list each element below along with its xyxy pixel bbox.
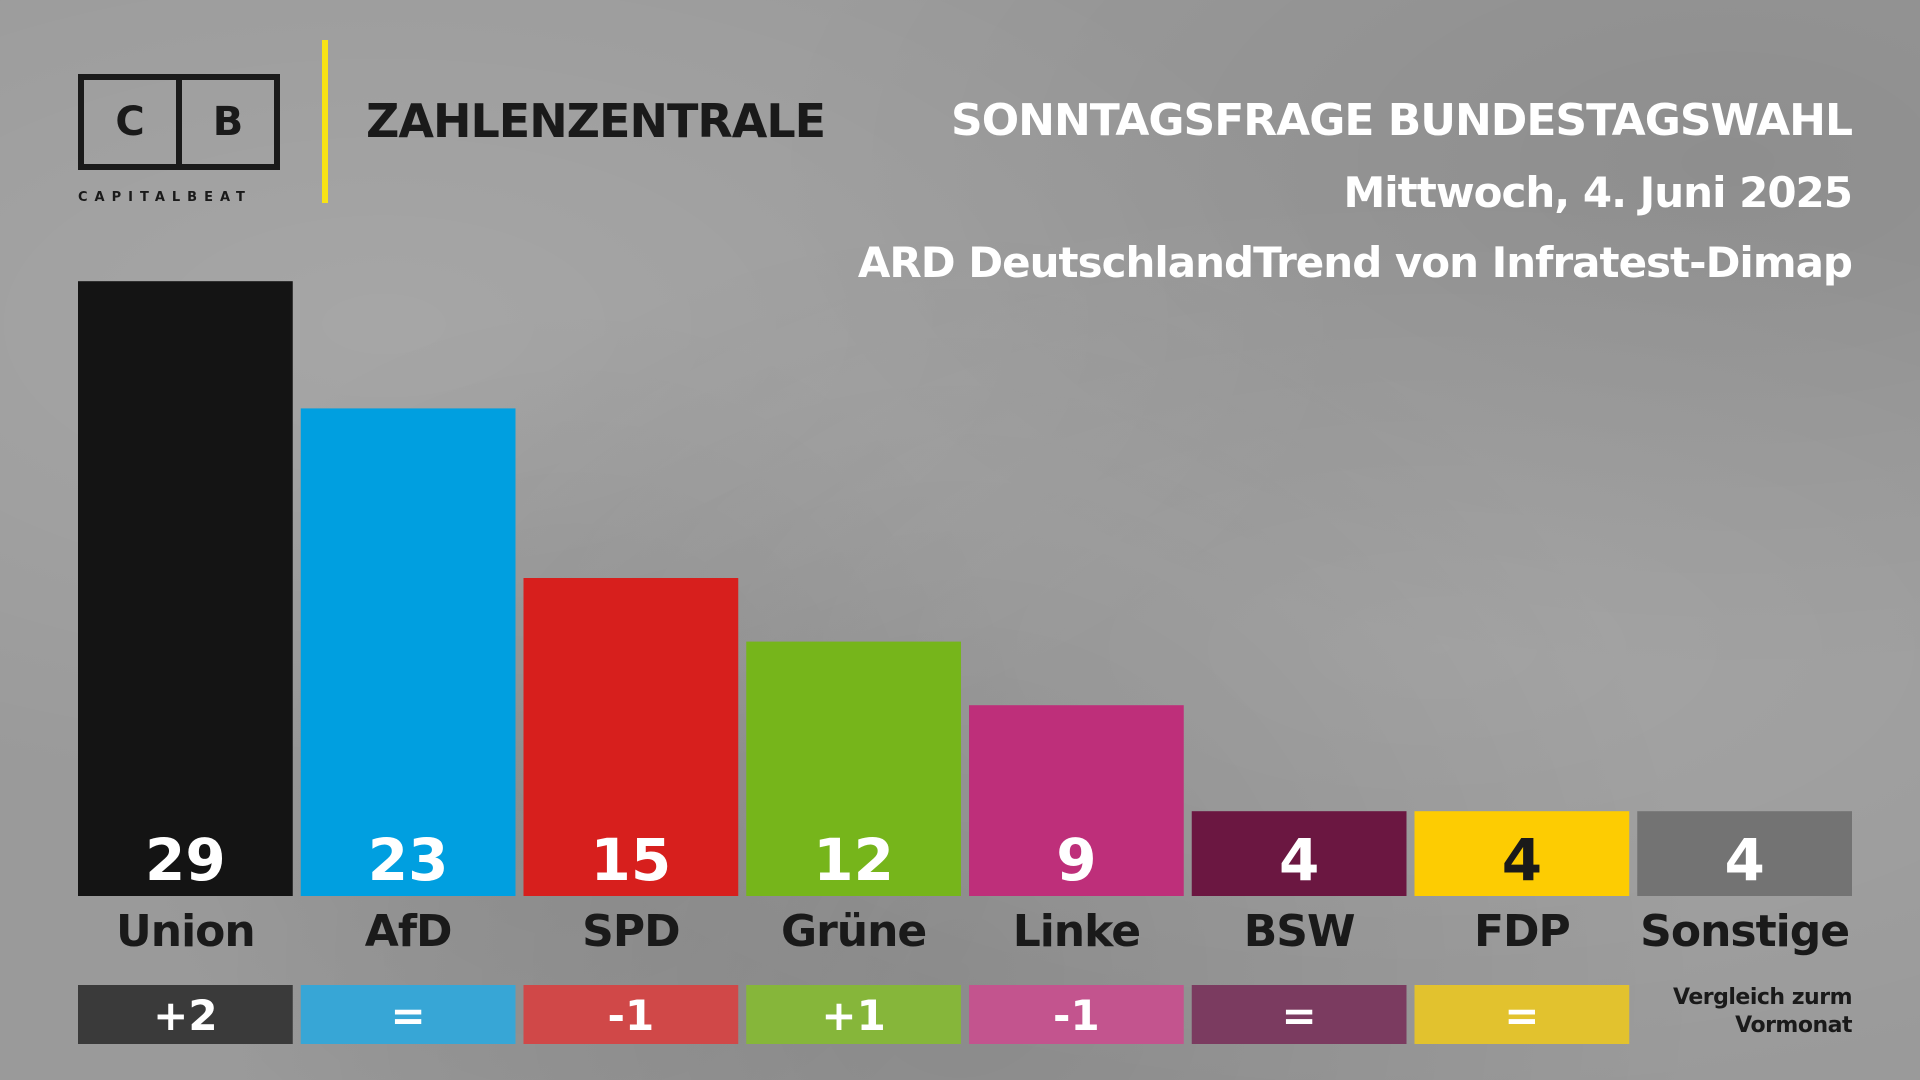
category-label-bsw: BSW	[1244, 906, 1355, 957]
value-label-linke: 9	[1056, 826, 1096, 894]
bar-bsw	[1191, 811, 1407, 896]
chart-source: ARD DeutschlandTrend von Infratest-Dimap	[857, 238, 1853, 287]
bar-spd	[523, 578, 739, 896]
category-label-fdp: FDP	[1474, 906, 1570, 957]
chart-date: Mittwoch, 4. Juni 2025	[1343, 168, 1853, 217]
change-note: Vergleich zurm Vormonat	[1673, 984, 1852, 1040]
value-label-union: 29	[145, 826, 226, 894]
change-label-afd: =	[391, 991, 426, 1040]
change-label-union: +2	[153, 991, 217, 1040]
change-note-line-2: Vormonat	[1735, 1013, 1852, 1038]
logo-letter-c: C	[115, 99, 145, 145]
bar-union	[78, 281, 293, 896]
change-note-line-1: Vergleich zurm	[1673, 985, 1852, 1010]
bar-afd	[300, 408, 516, 896]
bar-fdp	[1414, 811, 1630, 896]
category-label-spd: SPD	[582, 906, 679, 957]
bar-grune	[746, 641, 961, 896]
change-label-bsw: =	[1282, 991, 1317, 1040]
value-label-sonstige: 4	[1724, 826, 1764, 894]
category-label-afd: AfD	[365, 906, 452, 957]
change-label-linke: -1	[1053, 991, 1100, 1040]
value-label-bsw: 4	[1279, 826, 1319, 894]
change-box-afd	[300, 985, 516, 1044]
brand-divider-rule	[322, 40, 328, 203]
capitalbeat-logo: C B	[78, 74, 280, 170]
change-box-grune	[746, 985, 961, 1044]
section-title: ZAHLENZENTRALE	[366, 94, 826, 148]
change-box-fdp	[1414, 985, 1630, 1044]
change-label-grune: +1	[821, 991, 885, 1040]
chart-title: SONNTAGSFRAGE BUNDESTAGSWAHL	[951, 95, 1853, 146]
value-label-spd: 15	[591, 826, 672, 894]
change-box-bsw	[1191, 985, 1407, 1044]
logo-wordmark: CAPITALBEAT	[78, 190, 252, 205]
value-label-afd: 23	[368, 826, 449, 894]
change-label-spd: -1	[608, 991, 655, 1040]
logo-divider	[176, 80, 182, 164]
category-label-sonstige: Sonstige	[1640, 906, 1849, 957]
category-label-grune: Grüne	[781, 906, 926, 957]
change-box-linke	[969, 985, 1184, 1044]
bar-linke	[969, 705, 1184, 896]
value-label-grune: 12	[813, 826, 894, 894]
change-box-spd	[523, 985, 739, 1044]
category-label-linke: Linke	[1013, 906, 1140, 957]
change-box-union	[78, 985, 293, 1044]
category-label-union: Union	[116, 906, 255, 957]
change-label-fdp: =	[1504, 991, 1539, 1040]
bar-sonstige	[1637, 811, 1852, 896]
value-label-fdp: 4	[1502, 826, 1542, 894]
logo-letter-b: B	[212, 99, 244, 145]
